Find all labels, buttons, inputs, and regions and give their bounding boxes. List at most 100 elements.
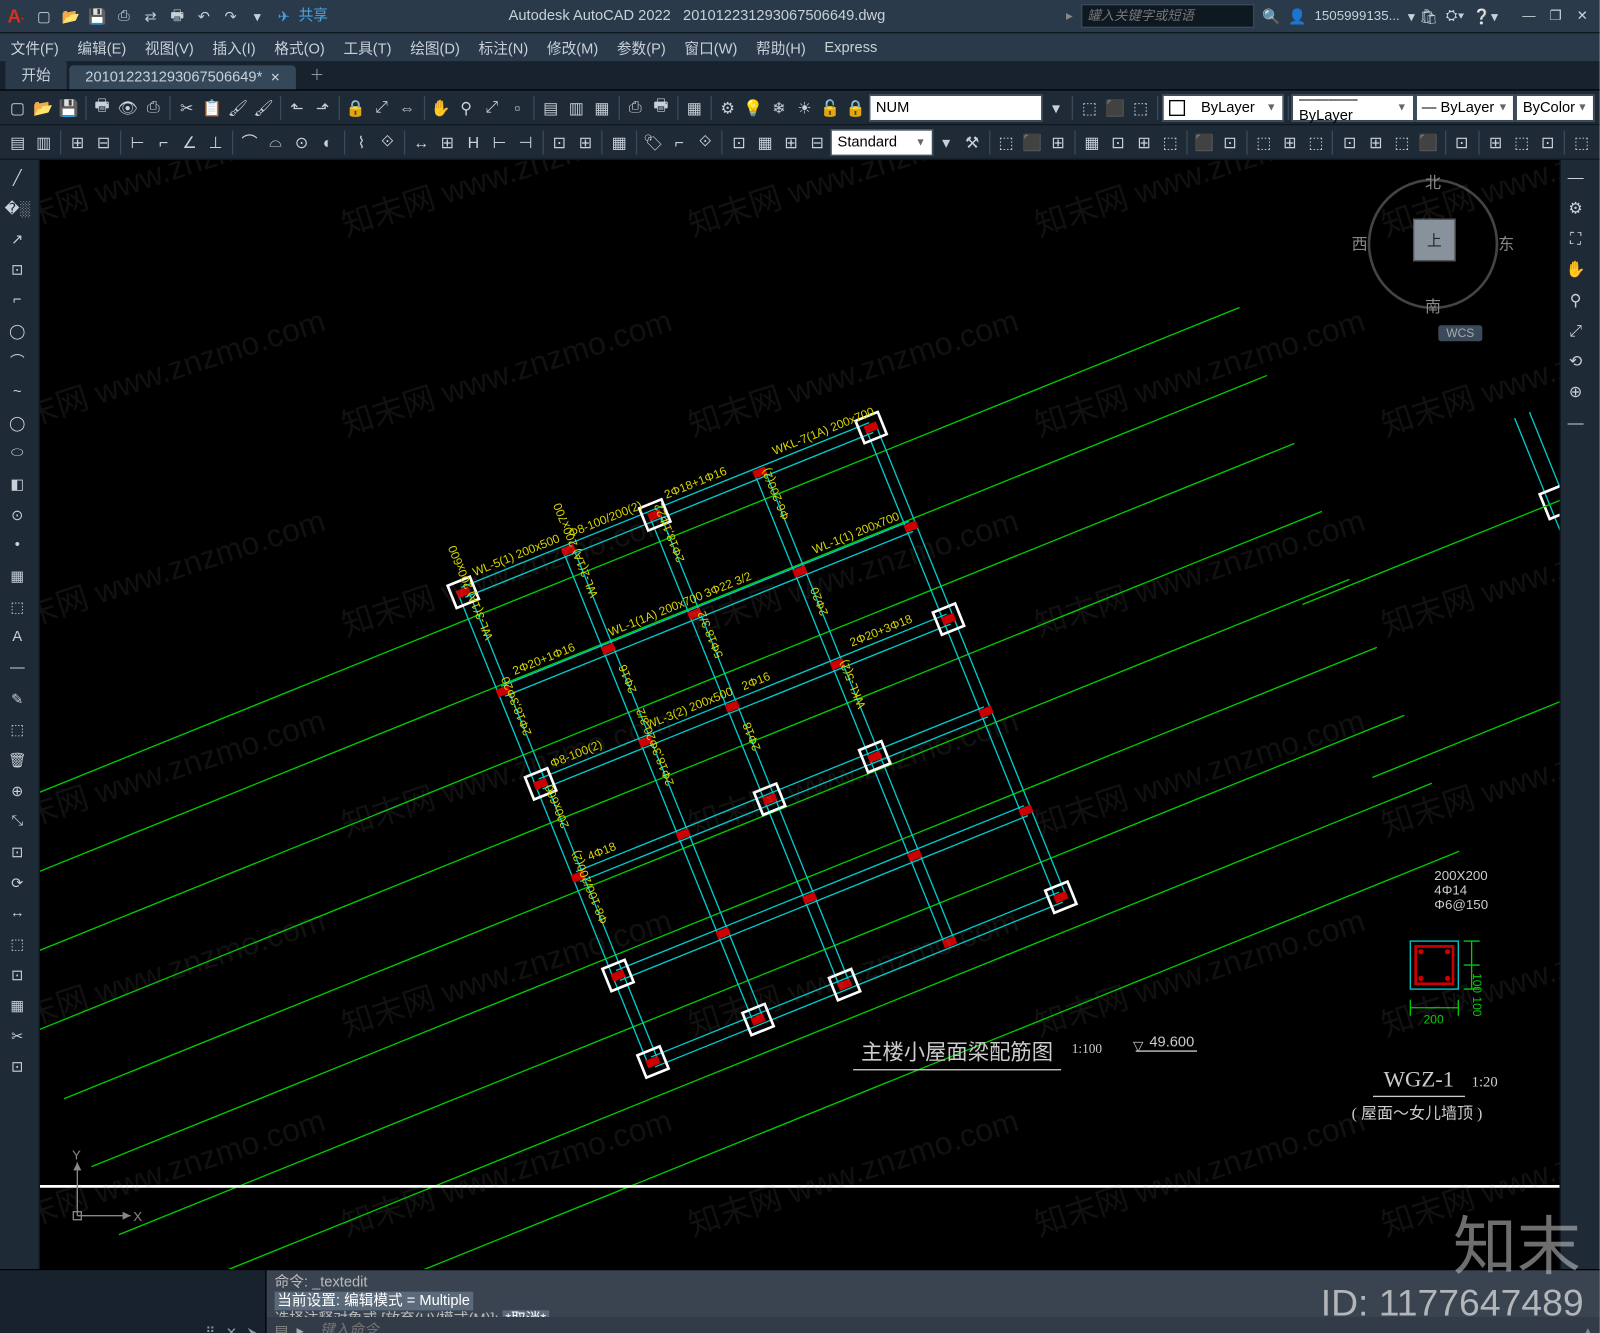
help-search-input[interactable]	[1081, 4, 1254, 28]
toolbar-icon[interactable]: ◐	[315, 127, 340, 156]
undo-icon[interactable]: ↶	[192, 4, 216, 28]
nav-icon[interactable]: ⚙	[1561, 193, 1590, 222]
toolbar-icon[interactable]: 🖌	[251, 93, 275, 122]
toolbar-icon[interactable]: ▫	[505, 93, 529, 122]
nav-icon[interactable]: ⟲	[1561, 347, 1590, 376]
toolbar-icon[interactable]: ▦	[753, 127, 778, 156]
dim-style-combo[interactable]: Standard▼	[831, 129, 933, 156]
toolbar-icon[interactable]: ⬛	[1416, 127, 1441, 156]
toolbar-icon[interactable]: ▥	[564, 93, 588, 122]
redo-icon[interactable]: ↷	[219, 4, 243, 28]
layer-state-icon[interactable]: 🔒	[844, 93, 868, 122]
toolbar-icon[interactable]: 👁	[116, 93, 140, 122]
draw-tool-icon[interactable]: A	[0, 623, 35, 652]
toolbar-icon[interactable]: ⊢	[487, 127, 512, 156]
toolbar-icon[interactable]: ⊞	[1132, 127, 1157, 156]
toolbar-icon[interactable]: 📋	[200, 93, 224, 122]
menu-item[interactable]: 文件(F)	[11, 37, 59, 58]
toolbar-icon[interactable]: 🖶	[90, 93, 114, 122]
draw-tool-icon[interactable]: ⌒	[0, 347, 35, 376]
minimize-icon[interactable]: —	[1517, 5, 1541, 26]
toolbar-icon[interactable]: H	[461, 127, 486, 156]
toolbar-icon[interactable]: ⚒	[960, 127, 985, 156]
draw-tool-icon[interactable]: ~	[0, 377, 35, 406]
toolbar-icon[interactable]: ⊞	[779, 127, 804, 156]
toolbar-icon[interactable]: 💾	[57, 93, 81, 122]
drawing-canvas[interactable]: WL-3(1A) 200x600WL-5(1) 200x500WL-2(1A) …	[40, 160, 1560, 1269]
toolbar-icon[interactable]: ⬑	[285, 93, 309, 122]
menu-item[interactable]: 视图(V)	[145, 37, 194, 58]
toolbar-icon[interactable]: ▦	[607, 127, 632, 156]
nav-icon[interactable]: ⚲	[1561, 285, 1590, 314]
toolbar-icon[interactable]: ▤	[539, 93, 563, 122]
app-logo[interactable]: A·	[5, 5, 26, 26]
draw-tool-icon[interactable]: ⊡	[0, 960, 35, 989]
toolbar-icon[interactable]: ⟐	[375, 127, 400, 156]
command-grip[interactable]: ⠿ ✕ ⮞	[0, 1270, 267, 1333]
toolbar-icon[interactable]: ⌒	[237, 127, 262, 156]
wcs-label[interactable]: WCS	[1438, 325, 1482, 341]
toolbar-icon[interactable]: ✋	[428, 93, 452, 122]
draw-tool-icon[interactable]: ⟳	[0, 868, 35, 897]
toolbar-icon[interactable]: ⌐	[667, 127, 692, 156]
toolbar-icon[interactable]: ↔	[409, 127, 434, 156]
toolbar-icon[interactable]: 🔒	[344, 93, 368, 122]
draw-tool-icon[interactable]: ╱	[0, 163, 35, 192]
toolbar-icon[interactable]: ⊡	[1106, 127, 1131, 156]
toolbar-icon[interactable]: ⊣	[513, 127, 538, 156]
toolbar-icon[interactable]: ⊞	[573, 127, 598, 156]
tab-document[interactable]: 201012231293067506649*✕	[69, 65, 296, 89]
toolbar-icon[interactable]: ⬚	[994, 127, 1019, 156]
draw-tool-icon[interactable]: ⊡	[0, 255, 35, 284]
menu-item[interactable]: 帮助(H)	[756, 37, 806, 58]
nav-icon[interactable]: ⛶	[1561, 224, 1590, 253]
menu-item[interactable]: 标注(N)	[479, 37, 529, 58]
menu-item[interactable]: Express	[824, 39, 877, 55]
cmd-close-icon[interactable]: ✕	[220, 1326, 242, 1333]
toolbar-icon[interactable]: ⬚	[1128, 93, 1152, 122]
a360-icon[interactable]: ⛭▾	[1446, 7, 1465, 24]
draw-tool-icon[interactable]: ⊙	[0, 500, 35, 529]
layer-state-icon[interactable]: ☀	[792, 93, 816, 122]
layer-state-icon[interactable]: ❄	[767, 93, 791, 122]
toolbar-icon[interactable]: ⬚	[1304, 127, 1329, 156]
saveas-icon[interactable]: ⎙	[112, 4, 136, 28]
toolbar-icon[interactable]: ▦	[1080, 127, 1105, 156]
toolbar-icon[interactable]: ⤢	[480, 93, 504, 122]
draw-tool-icon[interactable]: ⬭	[0, 439, 35, 468]
toolbar-icon[interactable]: ⊡	[1337, 127, 1362, 156]
cmd-expand-icon[interactable]: ▴	[1584, 1322, 1591, 1333]
search-icon[interactable]: 🔍	[1262, 7, 1280, 24]
command-input[interactable]	[320, 1322, 1576, 1333]
toolbar-icon[interactable]: 🏷	[641, 127, 666, 156]
toolbar-icon[interactable]: 🖶	[649, 93, 673, 122]
draw-tool-icon[interactable]: 🗑	[0, 745, 35, 774]
toolbar-icon[interactable]: ⬚	[1390, 127, 1415, 156]
open-icon[interactable]: 📂	[59, 4, 83, 28]
toolbar-icon[interactable]: ⇔	[395, 93, 419, 122]
toolbar-icon[interactable]: ▦	[590, 93, 614, 122]
toolbar-icon[interactable]: ⬚	[1569, 127, 1594, 156]
draw-tool-icon[interactable]: •	[0, 531, 35, 560]
toolbar-icon[interactable]: ⚲	[454, 93, 478, 122]
toolbar-icon[interactable]: ⊡	[1449, 127, 1474, 156]
draw-tool-icon[interactable]: —	[0, 653, 35, 682]
cmd-menu-icon[interactable]: ▤	[275, 1322, 289, 1333]
nav-icon[interactable]: ⤢	[1561, 316, 1590, 345]
toolbar-icon[interactable]: ⬚	[1158, 127, 1183, 156]
draw-tool-icon[interactable]: ⌐	[0, 285, 35, 314]
toolbar-icon[interactable]: ⊡	[727, 127, 752, 156]
menu-item[interactable]: 参数(P)	[617, 37, 666, 58]
toolbar-icon[interactable]: ▾	[1044, 93, 1068, 122]
toolbar-icon[interactable]: ⊞	[1363, 127, 1388, 156]
nav-icon[interactable]: —	[1561, 408, 1590, 437]
toolbar-icon[interactable]: ⊡	[1218, 127, 1243, 156]
share-icon[interactable]: ✈	[272, 4, 296, 28]
toolbar-icon[interactable]: ⊞	[1046, 127, 1071, 156]
close-icon[interactable]: ✕	[1570, 5, 1594, 26]
draw-tool-icon[interactable]: ▦	[0, 990, 35, 1019]
toolbar-icon[interactable]: ⬚	[1251, 127, 1276, 156]
toolbar-icon[interactable]: ⌇	[349, 127, 374, 156]
toolbar-icon[interactable]: ▢	[5, 93, 29, 122]
menu-item[interactable]: 编辑(E)	[77, 37, 126, 58]
